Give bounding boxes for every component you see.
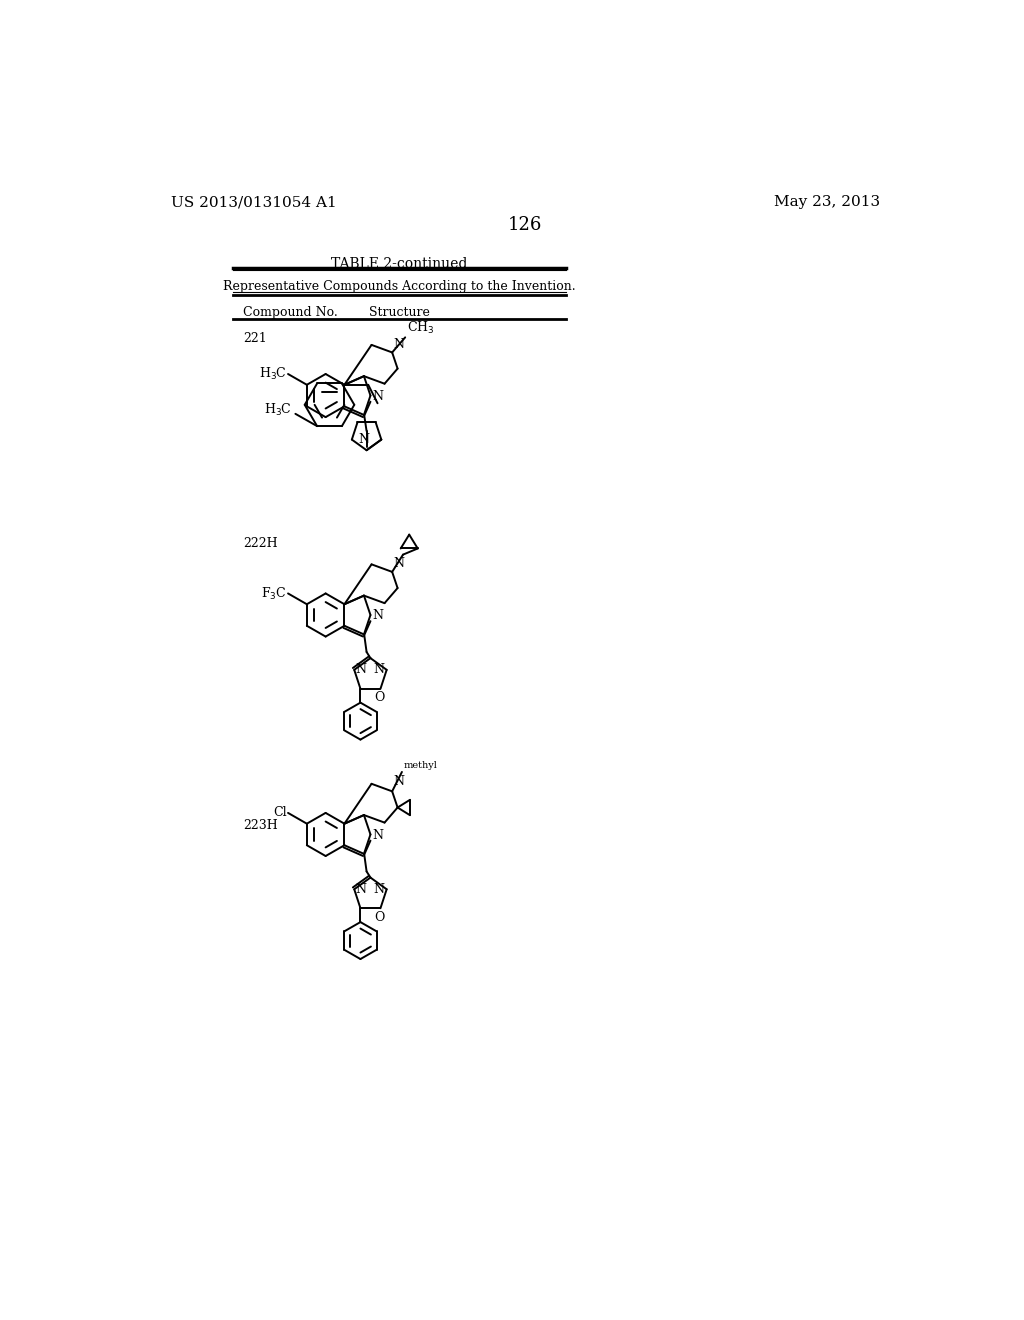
Text: May 23, 2013: May 23, 2013: [773, 195, 880, 210]
Text: US 2013/0131054 A1: US 2013/0131054 A1: [171, 195, 336, 210]
Text: N: N: [393, 338, 403, 351]
Text: O: O: [375, 692, 385, 704]
Text: N: N: [374, 664, 384, 676]
Text: N: N: [393, 557, 403, 570]
Text: 222H: 222H: [243, 537, 278, 550]
Text: O: O: [375, 911, 385, 924]
Text: 126: 126: [508, 216, 542, 234]
Text: H$_3$C: H$_3$C: [259, 366, 287, 381]
Text: N: N: [355, 664, 366, 676]
Text: N: N: [372, 829, 383, 842]
Text: 223H: 223H: [243, 818, 278, 832]
Text: TABLE 2-continued: TABLE 2-continued: [331, 257, 467, 271]
Text: H$_3$C: H$_3$C: [264, 401, 292, 418]
Text: CH$_3$: CH$_3$: [407, 319, 434, 335]
Text: N: N: [372, 389, 383, 403]
Text: F$_3$C: F$_3$C: [261, 585, 287, 602]
Text: Compound No.: Compound No.: [243, 306, 338, 319]
Text: methyl: methyl: [403, 762, 437, 771]
Text: Structure: Structure: [369, 306, 430, 319]
Text: N: N: [393, 775, 404, 788]
Text: N: N: [372, 610, 383, 622]
Text: Cl: Cl: [272, 807, 287, 820]
Text: 221: 221: [243, 331, 266, 345]
Text: N: N: [374, 883, 384, 896]
Text: N: N: [355, 883, 366, 896]
Text: Representative Compounds According to the Invention.: Representative Compounds According to th…: [223, 280, 575, 293]
Text: N: N: [358, 433, 369, 446]
